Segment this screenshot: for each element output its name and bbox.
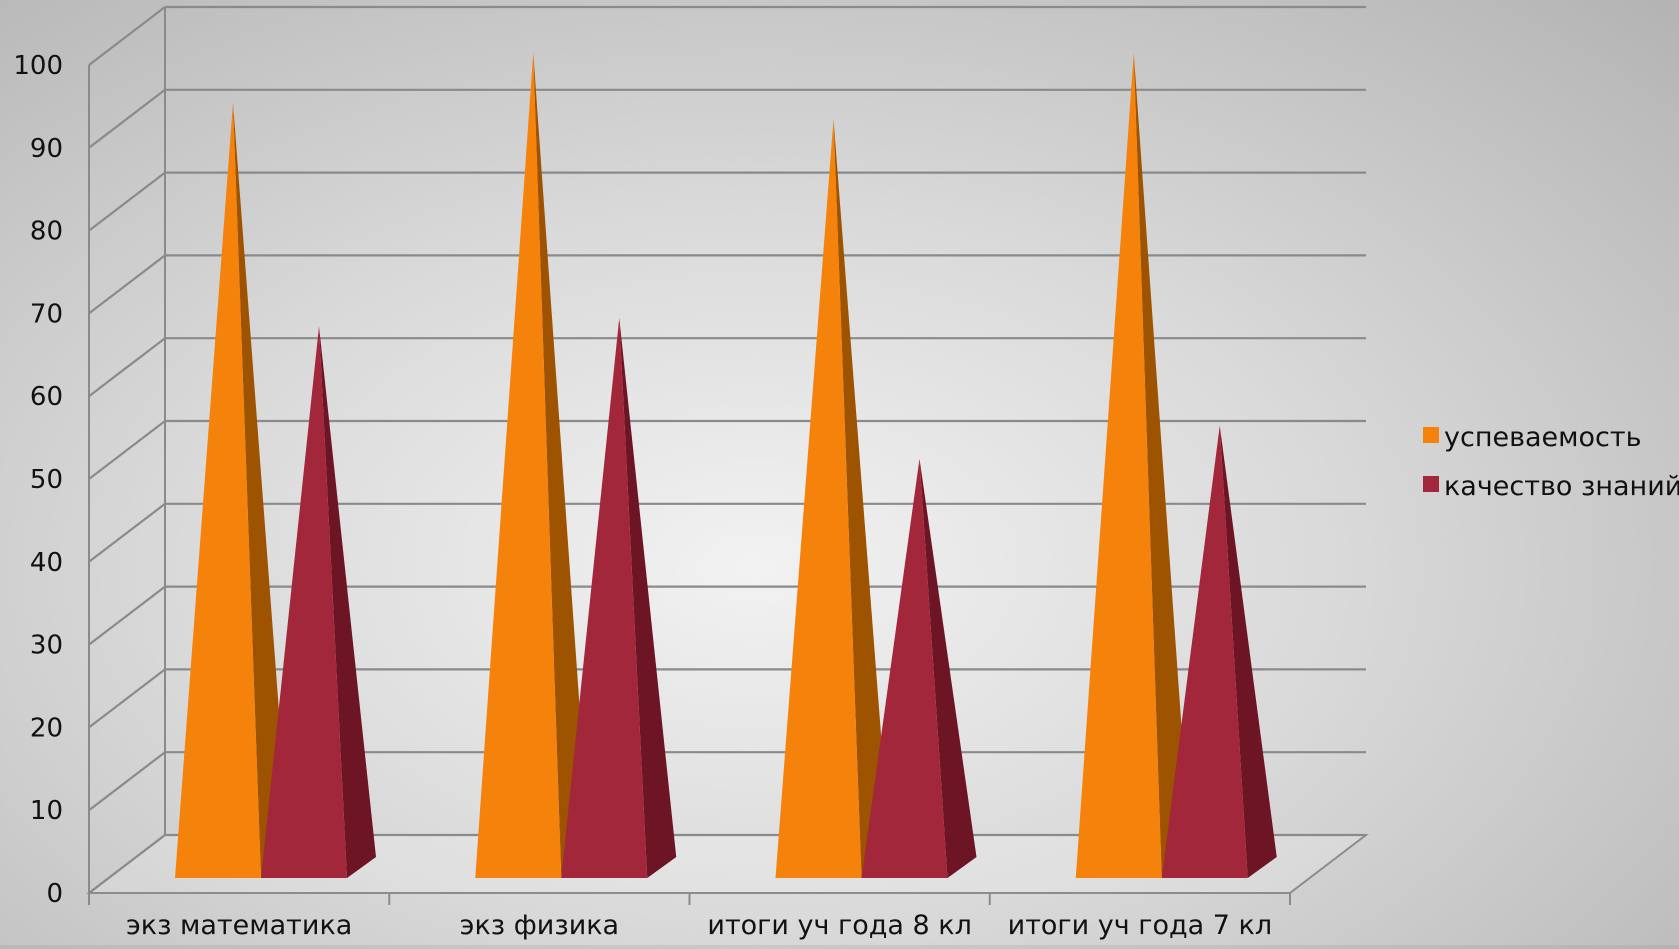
gridline-side (88, 171, 166, 232)
gridline-side (88, 668, 166, 729)
axes (88, 65, 1291, 905)
pyramid-side-face (1133, 53, 1191, 878)
x-category-label: итоги уч года 8 кл (707, 910, 971, 941)
pyramid-bar (1161, 425, 1277, 878)
pyramid-front-face (475, 53, 562, 878)
x-category-label: экз физика (460, 910, 619, 941)
legend-swatch (1423, 427, 1439, 443)
pyramid-side-face (619, 317, 677, 879)
y-tick-label: 30 (30, 631, 63, 661)
y-tick-label: 0 (46, 879, 63, 909)
pyramid-front-face (1075, 53, 1162, 878)
pyramid-bar (775, 119, 891, 879)
y-tick-label: 50 (30, 465, 63, 495)
y-tick-label: 40 (30, 548, 63, 578)
pyramid-front-face (775, 119, 862, 879)
legend-label: успеваемость (1444, 422, 1642, 453)
pyramid-bar (1075, 53, 1191, 878)
x-category-label: итоги уч года 7 кл (1008, 910, 1272, 941)
pyramid-bar (561, 317, 677, 879)
gridline-side (88, 337, 166, 398)
gridline-side (88, 834, 166, 894)
bars (175, 53, 1277, 879)
gridline-side (88, 585, 166, 646)
pyramid-side-face (1219, 425, 1277, 878)
pyramid-bar (261, 326, 376, 878)
pyramid-bar (861, 458, 977, 878)
y-tick-label: 100 (13, 51, 63, 81)
pyramid-side-face (233, 102, 290, 879)
pyramid-front-face (861, 458, 948, 878)
y-tick-label: 10 (30, 796, 63, 826)
y-tick-labels: 0 10 20 30 40 50 60 70 80 90 100 (13, 51, 63, 909)
y-tick-label: 70 (30, 299, 63, 329)
gridline-side (88, 420, 166, 480)
y-tick-label: 90 (30, 134, 63, 164)
gridline-side (88, 751, 166, 812)
x-category-label: экз математика (126, 910, 352, 941)
legend-label: качество знаний (1444, 471, 1679, 502)
pyramid-front-face (561, 317, 648, 879)
y-tick-label: 80 (30, 217, 63, 247)
gridline-side (88, 254, 166, 315)
legend: успеваемость качество знаний (1423, 422, 1679, 502)
y-tick-label: 20 (30, 713, 63, 743)
pyramid-front-face (261, 326, 347, 878)
pyramid-front-face (175, 102, 261, 879)
pyramid-side-face (919, 458, 977, 878)
pyramid-side-face (833, 119, 891, 879)
gridline-side (88, 502, 166, 563)
y-tick-label: 60 (30, 382, 63, 412)
pyramid-side-face (533, 53, 591, 878)
x-category-labels: экз математика экз физика итоги уч года 8 … (126, 910, 1272, 941)
pyramid-side-face (319, 326, 376, 878)
pyramid-front-face (1161, 425, 1248, 878)
legend-swatch (1423, 476, 1439, 492)
gridline-side (88, 6, 166, 66)
pyramid-bar (175, 102, 290, 879)
pyramid-bar (475, 53, 591, 878)
gridline-side (88, 88, 166, 149)
